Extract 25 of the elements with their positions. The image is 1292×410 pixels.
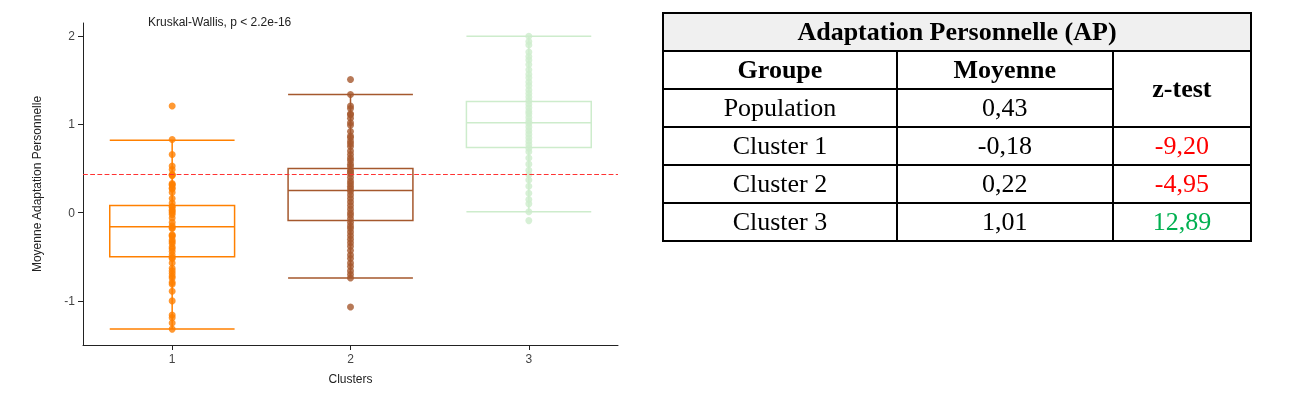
data-label: 12,89 bbox=[1112, 203, 1251, 241]
data-label: -4,95 bbox=[1112, 165, 1251, 203]
category-label: Cluster 3 bbox=[663, 203, 897, 241]
data-label: 0,43 bbox=[896, 89, 1113, 127]
x-tick-label: 3 bbox=[525, 352, 533, 366]
y-tick-label: 0 bbox=[68, 205, 76, 220]
x-tick-label: 2 bbox=[347, 352, 355, 366]
text: Groupe bbox=[663, 51, 897, 89]
data-label: -0,18 bbox=[896, 127, 1113, 165]
text: Adaptation Personnelle (AP) bbox=[663, 13, 1251, 51]
x-axis-title: Clusters bbox=[328, 372, 373, 386]
x-tick-label: 1 bbox=[168, 352, 176, 366]
annotation: Kruskal-Wallis, p < 2.2e-16 bbox=[148, 15, 292, 29]
legend-label: Moyenne bbox=[896, 51, 1113, 89]
data-label: -9,20 bbox=[1112, 127, 1251, 165]
text: z-test bbox=[1112, 51, 1251, 127]
y-axis-title: Moyenne Adaptation Personnelle bbox=[30, 95, 44, 273]
data-label: 0,22 bbox=[896, 165, 1113, 203]
y-tick-label: 2 bbox=[68, 29, 76, 44]
category-label: Cluster 1 bbox=[663, 127, 897, 165]
y-tick-label: 1 bbox=[68, 117, 76, 132]
y-tick-label: -1 bbox=[64, 293, 76, 308]
category-label: Population bbox=[663, 89, 897, 127]
category-label: Cluster 2 bbox=[663, 165, 897, 203]
data-label: 1,01 bbox=[896, 203, 1113, 241]
